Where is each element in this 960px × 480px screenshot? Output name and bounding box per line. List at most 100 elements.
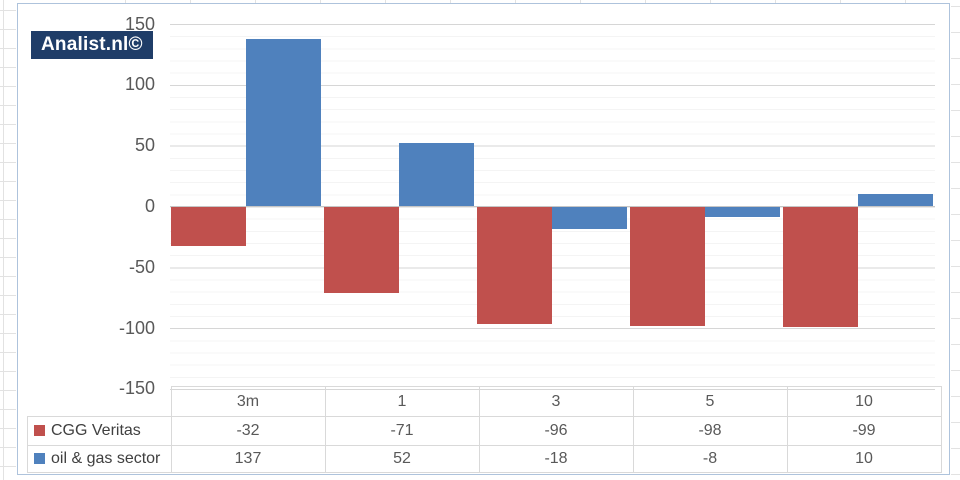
y-tick-label: -100 — [118, 318, 155, 338]
spreadsheet-gridline — [255, 0, 256, 3]
table-value-cgg-veritas-3: -96 — [478, 416, 634, 446]
spreadsheet-gridline — [951, 318, 960, 319]
spreadsheet-gridline — [3, 0, 4, 480]
spreadsheet-gridline — [0, 219, 16, 220]
spreadsheet-gridline — [0, 314, 16, 315]
spreadsheet-gridline — [0, 181, 16, 182]
spreadsheet-gridline — [0, 48, 16, 49]
spreadsheet-gridline — [951, 188, 960, 189]
spreadsheet-gridline — [951, 370, 960, 371]
spreadsheet-gridline — [951, 136, 960, 137]
spreadsheet-gridline — [951, 214, 960, 215]
spreadsheet-gridline — [0, 67, 16, 68]
spreadsheet-gridline — [0, 86, 16, 87]
spreadsheet-gridline — [450, 0, 451, 3]
spreadsheet-gridline — [951, 422, 960, 423]
bar-oil-gas-sector-3[interactable] — [552, 207, 627, 229]
bar-oil-gas-sector-1[interactable] — [399, 143, 474, 206]
legend-swatch-icon — [34, 425, 45, 436]
spreadsheet-gridline — [0, 29, 16, 30]
data-table: 3m 1 3 5 10 CGG Veritas -32 -71 -96 -98 -99 oil & g… — [27, 386, 942, 473]
spreadsheet-gridline — [580, 0, 581, 3]
spreadsheet-gridline — [0, 390, 16, 391]
spreadsheet-gridline — [951, 84, 960, 85]
logo-badge: Analist.nl© — [31, 31, 153, 59]
y-tick-label: 100 — [124, 74, 155, 94]
spreadsheet-gridline — [0, 409, 16, 410]
table-value-oil-gas-sector-3m: 137 — [170, 445, 326, 473]
spreadsheet-gridline — [951, 474, 960, 475]
spreadsheet-gridline — [0, 200, 16, 201]
bar-oil-gas-sector-3m[interactable] — [246, 39, 321, 206]
spreadsheet-gridline — [0, 257, 16, 258]
table-value-cgg-veritas-10: -99 — [786, 416, 942, 446]
bar-cgg-veritas-3[interactable] — [477, 207, 552, 324]
table-header-5: 5 — [632, 386, 788, 417]
spreadsheet-gridline — [0, 10, 16, 11]
spreadsheet-gridline — [0, 466, 16, 467]
table-value-oil-gas-sector-10: 10 — [786, 445, 942, 473]
bar-cgg-veritas-1[interactable] — [324, 207, 399, 293]
y-tick-label: 150 — [124, 14, 155, 34]
bar-oil-gas-sector-10[interactable] — [858, 194, 933, 206]
table-value-cgg-veritas-5: -98 — [632, 416, 788, 446]
spreadsheet-gridline — [951, 6, 960, 7]
plot-area — [170, 24, 935, 390]
spreadsheet-gridline — [0, 295, 16, 296]
spreadsheet-gridline — [951, 32, 960, 33]
table-corner-cell — [28, 387, 172, 417]
spreadsheet-gridline — [515, 0, 516, 3]
spreadsheet-gridline — [0, 162, 16, 163]
table-value-cgg-veritas-1: -71 — [324, 416, 480, 446]
spreadsheet-gridline — [905, 0, 906, 3]
spreadsheet-gridline — [710, 0, 711, 3]
y-tick-label: -50 — [128, 257, 155, 277]
legend-cell-oil-gas-sector: oil & gas sector — [27, 445, 172, 473]
spreadsheet-gridline — [951, 344, 960, 345]
y-tick-label: 50 — [134, 135, 155, 155]
table-header-3: 3 — [478, 386, 634, 417]
table-header-1: 1 — [324, 386, 480, 417]
spreadsheet-gridline — [951, 292, 960, 293]
legend-cell-cgg-veritas: CGG Veritas — [27, 416, 172, 446]
spreadsheet-gridline — [951, 240, 960, 241]
logo-text: Analist.nl© — [41, 34, 143, 55]
legend-swatch-icon — [34, 453, 45, 464]
spreadsheet-gridline — [951, 110, 960, 111]
spreadsheet-gridline — [0, 238, 16, 239]
table-header-10: 10 — [786, 386, 942, 417]
spreadsheet-gridline — [0, 105, 16, 106]
bar-cgg-veritas-10[interactable] — [783, 207, 858, 327]
spreadsheet-gridline — [0, 447, 16, 448]
spreadsheet-gridline — [775, 0, 776, 3]
spreadsheet-gridline — [0, 276, 16, 277]
spreadsheet-gridline — [0, 371, 16, 372]
spreadsheet-gridline — [951, 266, 960, 267]
spreadsheet-gridline — [840, 0, 841, 3]
bar-cgg-veritas-5[interactable] — [630, 207, 705, 326]
spreadsheet-gridline — [951, 396, 960, 397]
table-value-oil-gas-sector-3: -18 — [478, 445, 634, 473]
spreadsheet-gridline — [951, 162, 960, 163]
spreadsheet-gridline — [190, 0, 191, 3]
spreadsheet-gridline — [645, 0, 646, 3]
spreadsheet-gridline — [385, 0, 386, 3]
spreadsheet-gridline — [0, 428, 16, 429]
spreadsheet-gridline — [125, 0, 126, 3]
spreadsheet-gridline — [0, 333, 16, 334]
y-tick-label: 0 — [144, 196, 155, 216]
spreadsheet-gridline — [0, 143, 16, 144]
table-value-cgg-veritas-3m: -32 — [170, 416, 326, 446]
chart-object[interactable]: Analist.nl© 150 100 50 0 -50 -100 -150 3m 1 3 5 10… — [17, 3, 950, 475]
spreadsheet-gridline — [951, 448, 960, 449]
zero-axis-line — [170, 206, 935, 207]
table-header-3m: 3m — [170, 386, 326, 417]
spreadsheet-gridline — [951, 58, 960, 59]
bar-oil-gas-sector-5[interactable] — [705, 207, 780, 217]
spreadsheet-gridline — [320, 0, 321, 3]
spreadsheet-gridline — [0, 124, 16, 125]
y-tick-label: -150 — [118, 378, 155, 398]
table-value-oil-gas-sector-1: 52 — [324, 445, 480, 473]
spreadsheet-gridline — [0, 352, 16, 353]
bar-cgg-veritas-3m[interactable] — [171, 207, 246, 246]
